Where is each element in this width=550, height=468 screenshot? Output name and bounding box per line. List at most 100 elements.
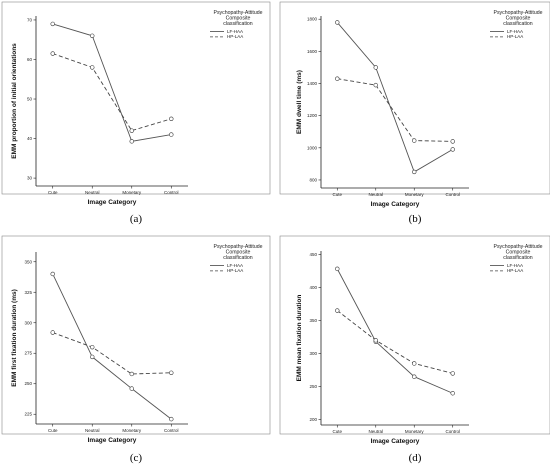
data-point (412, 374, 417, 379)
data-point (412, 361, 417, 366)
data-point (50, 271, 55, 277)
x-tick-label: Monetary (405, 429, 425, 434)
x-tick-label: Monetary (122, 428, 142, 433)
series-line-lf-haa (52, 23, 172, 142)
y-axis-title: EMM dwell time (ms) (296, 70, 303, 134)
data-point (169, 116, 174, 121)
legend-entry-label: HP-LAA (507, 34, 523, 39)
panel-label: (a) (130, 213, 143, 225)
x-axis-title: Image Category (371, 438, 420, 445)
y-tick-label: 70 (27, 17, 33, 22)
x-tick-label: Control (445, 192, 460, 197)
x-tick-label: Neutral (85, 428, 100, 433)
x-tick-label: Neutral (85, 190, 100, 195)
data-point (412, 169, 417, 175)
y-tick-label: 450 (309, 252, 317, 257)
chart-panel-4: 200 250 300 350 400 450 Cute Neutral Monetary Con… (279, 235, 550, 464)
y-tick-label: 60 (27, 57, 33, 62)
x-tick-label: Neutral (369, 429, 384, 434)
y-tick-label: 1200 (307, 113, 318, 118)
legend-title-line: Composite (506, 250, 531, 256)
y-tick-label: 225 (24, 412, 32, 417)
data-point (450, 391, 455, 396)
legend-title-line: Psychopathy-Attitude (213, 244, 262, 250)
x-tick-label: Cute (48, 190, 58, 195)
x-tick-label: Control (164, 190, 179, 195)
data-point (129, 128, 134, 133)
x-axis-title: Image Category (88, 199, 137, 206)
legend-entry-label: HP-LAA (227, 268, 243, 273)
data-point (335, 266, 340, 272)
legend-title-line: classification (223, 255, 253, 261)
legend-title-line: Composite (226, 250, 251, 256)
y-tick-label: 250 (309, 384, 317, 389)
y-tick-label: 350 (24, 259, 32, 264)
data-point (129, 371, 134, 377)
panel-frame (279, 235, 550, 435)
y-axis-title: EMM first fixation duration (ms) (11, 289, 18, 387)
data-point (450, 147, 455, 152)
data-point (412, 138, 417, 143)
y-tick-label: 50 (27, 97, 33, 102)
panel-frame (279, 1, 550, 195)
series-line-lf-haa (336, 268, 453, 394)
y-tick-label: 30 (27, 176, 33, 181)
data-point (129, 139, 134, 144)
x-axis-title: Image Category (88, 437, 137, 444)
x-tick-label: Control (445, 429, 460, 434)
legend-title-line: Composite (506, 16, 531, 22)
y-axis-title: EMM proportion of initial orientations (11, 43, 18, 159)
data-point (450, 371, 455, 376)
data-point (373, 338, 378, 343)
data-point (90, 33, 95, 38)
data-point (50, 51, 55, 56)
panel-frame (1, 235, 271, 435)
series-line-hp-laa (337, 310, 453, 374)
panel-label: (b) (409, 213, 422, 225)
y-tick-label: 40 (27, 136, 33, 141)
data-point (169, 132, 174, 137)
y-tick-label: 1400 (307, 81, 318, 86)
y-tick-label: 200 (309, 417, 317, 422)
data-point (335, 20, 340, 25)
y-tick-label: 1800 (307, 17, 318, 22)
series-line-hp-laa (52, 53, 172, 132)
legend-entry-label: HP-LAA (507, 268, 523, 273)
y-tick-label: 1600 (307, 49, 318, 54)
data-point (169, 370, 174, 375)
chart-panel-2: 800 1000 1200 1400 1600 1800 Cute Neutral Moneta… (279, 1, 550, 225)
legend-title-line: Composite (226, 16, 251, 22)
data-point (90, 354, 95, 360)
y-tick-label: 350 (309, 318, 317, 323)
panel-frame (1, 1, 271, 195)
legend-entry-label: LF-HAA (507, 29, 523, 34)
legend-entry-label: HP-LAA (227, 34, 243, 39)
x-tick-label: Cute (48, 428, 58, 433)
y-tick-label: 325 (24, 290, 32, 295)
legend-title-line: Psychopathy-Attitude (213, 10, 262, 16)
series-line-hp-laa (337, 78, 453, 142)
legend-title-line: classification (503, 21, 533, 27)
series-line-hp-laa (52, 332, 172, 375)
data-point (335, 76, 340, 81)
y-tick-label: 300 (309, 351, 317, 356)
data-point (50, 330, 55, 335)
legend-title-line: classification (223, 21, 253, 27)
data-point (90, 344, 95, 350)
legend-entry-label: LF-HAA (227, 29, 243, 34)
y-axis-title: EMM mean fixation duration (296, 295, 303, 382)
y-tick-label: 1000 (307, 145, 318, 150)
data-point (373, 65, 378, 70)
x-tick-label: Control (164, 428, 179, 433)
legend-title-line: Psychopathy-Attitude (493, 10, 542, 16)
y-tick-label: 300 (24, 320, 32, 325)
data-point (50, 21, 55, 27)
x-tick-label: Cute (333, 429, 343, 434)
series-line-lf-haa (336, 22, 453, 173)
panel-label: (c) (130, 452, 143, 464)
x-tick-label: Neutral (369, 192, 384, 197)
x-axis-title: Image Category (371, 201, 420, 208)
y-tick-label: 400 (309, 285, 317, 290)
x-tick-label: Cute (333, 192, 343, 197)
